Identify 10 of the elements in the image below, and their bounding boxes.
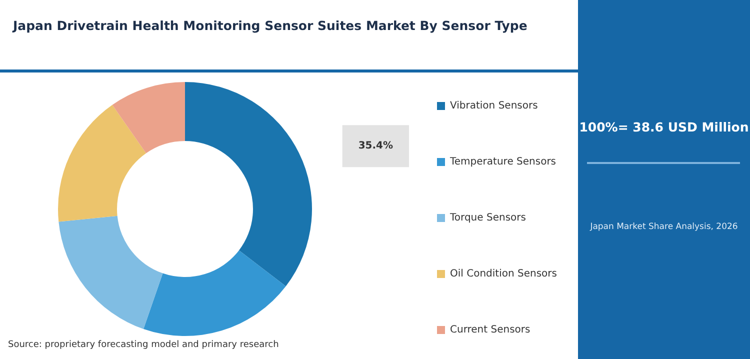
- text: 100%= 38.6 USD Million: [579, 120, 749, 134]
- legend-label: Vibration Sensors: [450, 100, 538, 112]
- chart-title: Japan Drivetrain Health Monitoring Sensor Suites Market By Sensor Type: [12, 18, 528, 33]
- legend-label: Torque Sensors: [449, 212, 526, 224]
- legend-label: Current Sensors: [450, 324, 530, 336]
- text: Japan Market Share Analysis, 2026: [589, 222, 738, 232]
- legend-label: Oil Condition Sensors: [450, 268, 557, 280]
- legend-label: Temperature Sensors: [449, 156, 556, 168]
- source-note: Source: proprietary forecasting model and primary research: [8, 340, 279, 350]
- data-label: 35.4%: [358, 140, 394, 152]
